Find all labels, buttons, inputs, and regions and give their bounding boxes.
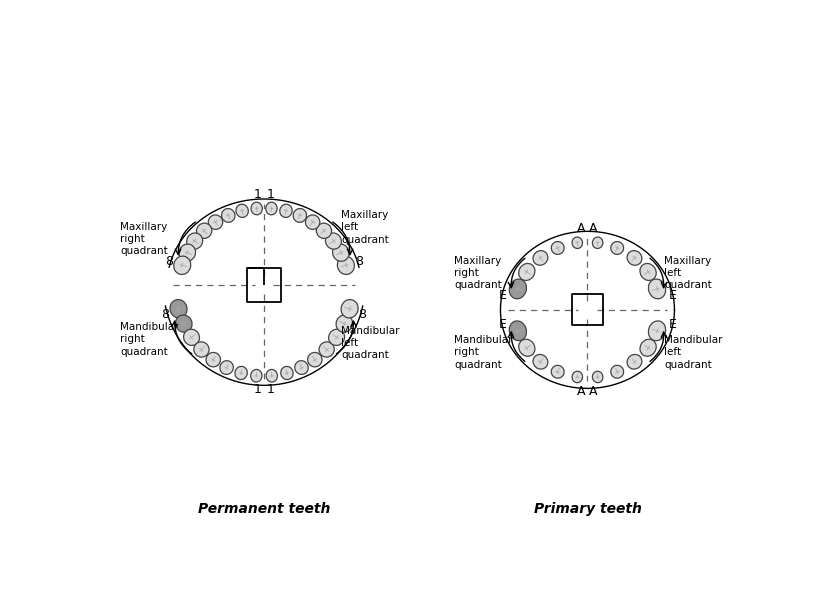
Ellipse shape [519,339,535,356]
Text: E: E [498,289,506,302]
Text: Mandibular
right
quadrant: Mandibular right quadrant [454,335,513,369]
Text: Mandibular
left
quadrant: Mandibular left quadrant [341,326,400,361]
Text: 1: 1 [254,188,262,201]
Ellipse shape [533,355,548,369]
Ellipse shape [266,202,277,215]
Ellipse shape [592,371,603,382]
Ellipse shape [336,315,352,332]
Text: 1: 1 [254,384,262,397]
Ellipse shape [519,263,535,280]
Ellipse shape [627,355,642,369]
Ellipse shape [266,369,277,382]
Text: Mandibular
left
quadrant: Mandibular left quadrant [665,335,723,369]
Text: A: A [590,222,598,235]
Ellipse shape [592,237,603,248]
Ellipse shape [295,361,308,374]
Text: Maxillary
left
quadrant: Maxillary left quadrant [665,256,712,291]
Ellipse shape [329,329,345,346]
Text: 8: 8 [162,308,170,321]
Ellipse shape [611,241,624,254]
Text: Maxillary
left
quadrant: Maxillary left quadrant [341,210,389,245]
Ellipse shape [572,371,582,382]
Ellipse shape [326,233,342,249]
Ellipse shape [611,365,624,378]
Ellipse shape [640,263,656,280]
Ellipse shape [293,209,307,222]
Ellipse shape [281,366,293,380]
Ellipse shape [251,202,262,215]
Text: Maxillary
right
quadrant: Maxillary right quadrant [454,256,502,291]
Ellipse shape [640,339,656,356]
Ellipse shape [236,204,248,218]
Ellipse shape [509,279,526,299]
Text: A: A [577,385,586,398]
Text: E: E [669,289,676,302]
Text: 1: 1 [267,188,274,201]
Ellipse shape [220,361,233,374]
Ellipse shape [332,244,349,262]
Ellipse shape [572,237,582,248]
Ellipse shape [170,299,187,318]
Ellipse shape [306,215,320,229]
Ellipse shape [533,251,548,265]
Ellipse shape [280,204,292,218]
Text: Permanent teeth: Permanent teeth [198,502,330,517]
Ellipse shape [509,321,526,340]
Text: A: A [590,385,598,398]
Text: E: E [498,318,506,331]
Ellipse shape [208,215,222,229]
Ellipse shape [183,329,199,346]
Ellipse shape [176,315,192,332]
Ellipse shape [222,209,235,222]
Ellipse shape [197,223,212,238]
Text: 1: 1 [267,384,274,397]
Ellipse shape [187,233,202,249]
Text: A: A [577,222,586,235]
Text: Primary teeth: Primary teeth [533,502,641,517]
Ellipse shape [179,244,196,262]
Ellipse shape [648,279,666,299]
Ellipse shape [551,365,564,378]
Ellipse shape [174,256,191,275]
Ellipse shape [206,352,221,367]
Text: 8: 8 [165,255,173,268]
Ellipse shape [337,256,354,275]
Ellipse shape [627,251,642,265]
Ellipse shape [319,342,334,357]
Ellipse shape [317,223,332,238]
Ellipse shape [341,299,358,318]
Ellipse shape [648,321,666,340]
Text: Mandibular
right
quadrant: Mandibular right quadrant [120,322,178,356]
Ellipse shape [194,342,209,357]
Ellipse shape [235,366,247,380]
Ellipse shape [551,241,564,254]
Ellipse shape [251,369,262,382]
Text: E: E [669,318,676,331]
Ellipse shape [307,352,322,367]
Text: 8: 8 [358,308,367,321]
Text: 8: 8 [355,255,363,268]
Text: Maxillary
right
quadrant: Maxillary right quadrant [120,222,167,256]
